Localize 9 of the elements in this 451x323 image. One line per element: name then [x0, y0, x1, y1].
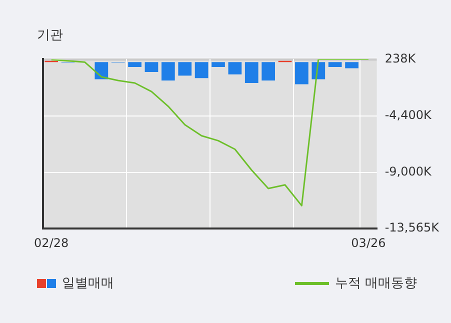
- x-tick-label: 03/26: [351, 236, 386, 250]
- legend-label: 일별매매: [62, 275, 114, 292]
- y-tick-label: -9,000K: [384, 164, 432, 179]
- chart-title: 기관: [37, 27, 63, 44]
- legend-label: 누적 매매동향: [334, 275, 417, 292]
- y-tick-label: 238K: [384, 51, 417, 66]
- y-tick-label: -4,400K: [384, 108, 432, 122]
- y-tick-label: -13,565K: [384, 220, 440, 235]
- x-tick-label: 02/28: [34, 236, 69, 250]
